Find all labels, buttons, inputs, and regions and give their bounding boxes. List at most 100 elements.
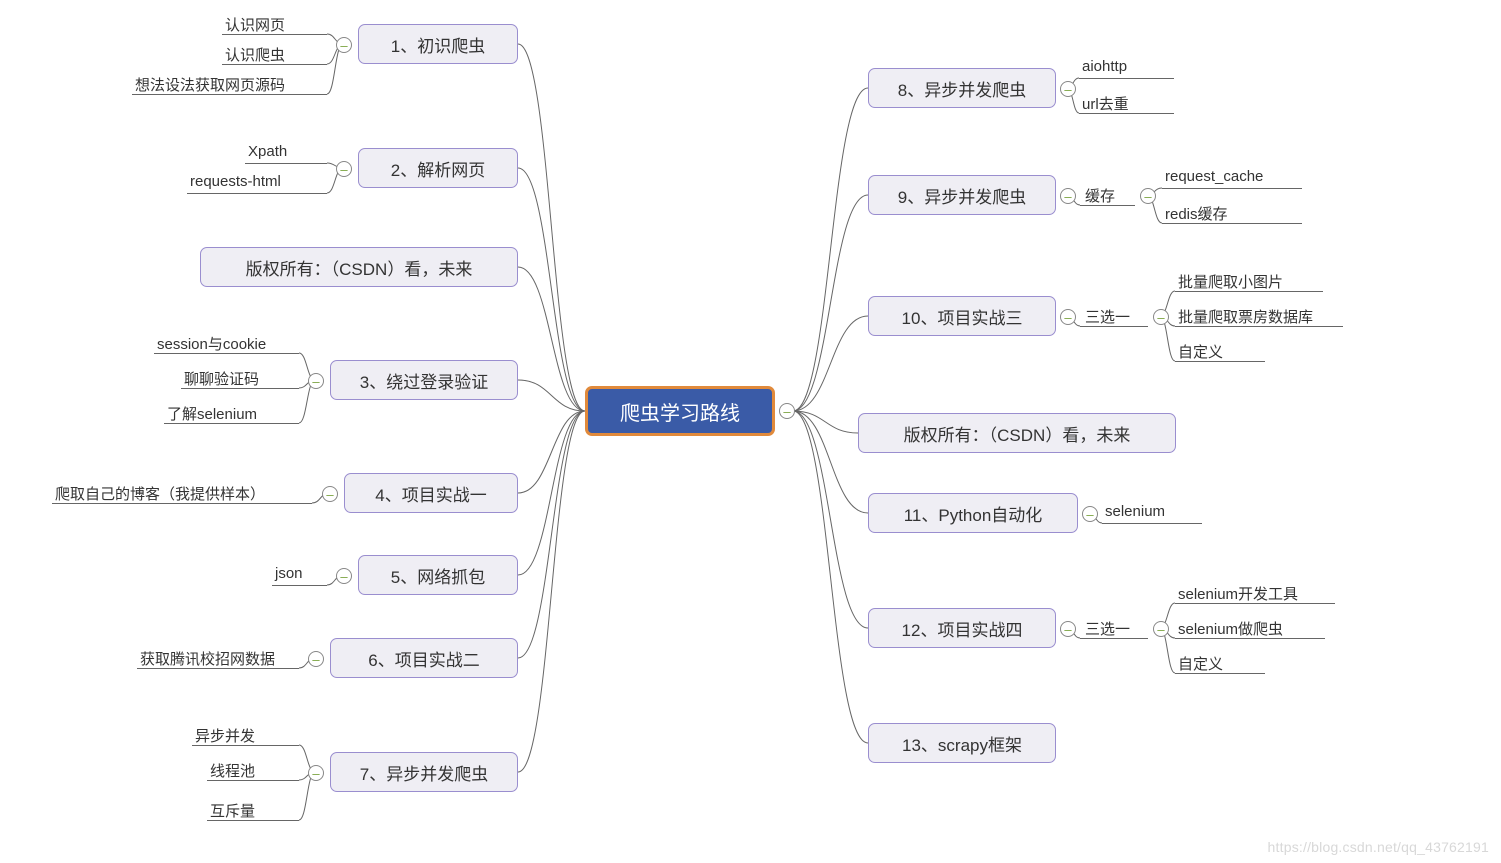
leaf-t9-1[interactable]: redis缓存 (1165, 203, 1228, 224)
leaf-t1-0[interactable]: 认识网页 (225, 14, 285, 35)
toggle-t10[interactable]: – (1060, 309, 1076, 325)
leaf-t3-0[interactable]: session与cookie (157, 333, 266, 354)
leaf-underline (1175, 638, 1325, 639)
node-t11[interactable]: 11、Python自动化 (868, 493, 1078, 533)
leaf-t1-2[interactable]: 想法设法获取网页源码 (135, 74, 285, 95)
mindmap-canvas: 爬虫学习路线 – 1、初识爬虫 – 认识网页认识爬虫想法设法获取网页源码 2、解析网页 – X… (0, 0, 1501, 863)
leaf-underline (207, 780, 299, 781)
leaf-t12-1[interactable]: selenium做爬虫 (1178, 618, 1283, 639)
node-t4[interactable]: 4、项目实战一 (344, 473, 518, 513)
toggle-t2[interactable]: – (336, 161, 352, 177)
node-label: 5、网络抓包 (391, 563, 485, 588)
node-root[interactable]: 爬虫学习路线 (585, 386, 775, 436)
leaf-t4-0[interactable]: 爬取自己的博客（我提供样本） (55, 483, 265, 504)
leaf-underline (222, 64, 327, 65)
toggle-t11[interactable]: – (1082, 506, 1098, 522)
node-label: 版权所有：（CSDN）看，未来 (904, 421, 1131, 446)
leaf-underline (1079, 113, 1174, 114)
leaf-t7-1[interactable]: 线程池 (210, 760, 255, 781)
watermark-text: https://blog.csdn.net/qq_43762191 (1268, 839, 1489, 855)
node-label: 1、初识爬虫 (391, 32, 485, 57)
leaf-underline (222, 34, 327, 35)
leaf-t3-2[interactable]: 了解selenium (167, 403, 257, 424)
leaf-underline (132, 94, 327, 95)
node-t13[interactable]: 13、scrapy框架 (868, 723, 1056, 763)
node-label: 3、绕过登录验证 (360, 368, 488, 393)
leaf-underline (245, 163, 327, 164)
toggle-t12[interactable]: – (1060, 621, 1076, 637)
leaf-t5-0[interactable]: json (275, 565, 303, 582)
toggle-t12-mid[interactable]: – (1153, 621, 1169, 637)
leaf-underline (1175, 291, 1323, 292)
toggle-t8[interactable]: – (1060, 81, 1076, 97)
leaf-underline (164, 423, 299, 424)
node-t10[interactable]: 10、项目实战三 (868, 296, 1056, 336)
toggle-t9-mid[interactable]: – (1140, 188, 1156, 204)
node-label: 9、异步并发爬虫 (898, 183, 1026, 208)
leaf-underline (1102, 523, 1202, 524)
leaf-underline (154, 353, 299, 354)
toggle-t3[interactable]: – (308, 373, 324, 389)
leaf-underline (207, 820, 299, 821)
leaf-underline (1175, 673, 1265, 674)
node-label: 12、项目实战四 (902, 616, 1023, 641)
leaf-t12-0[interactable]: selenium开发工具 (1178, 583, 1298, 604)
leaf-underline (1175, 603, 1335, 604)
toggle-t6[interactable]: – (308, 651, 324, 667)
node-c2[interactable]: 版权所有：（CSDN）看，未来 (858, 413, 1176, 453)
node-t6[interactable]: 6、项目实战二 (330, 638, 518, 678)
node-t2[interactable]: 2、解析网页 (358, 148, 518, 188)
leaf-t2-1[interactable]: requests-html (190, 173, 281, 190)
leaf-underline (181, 388, 299, 389)
toggle-t7[interactable]: – (308, 765, 324, 781)
toggle-t4[interactable]: – (322, 486, 338, 502)
leaf-underline (1162, 188, 1302, 189)
node-t1[interactable]: 1、初识爬虫 (358, 24, 518, 64)
leaf-t6-0[interactable]: 获取腾讯校招网数据 (140, 648, 275, 669)
toggle-t10-mid[interactable]: – (1153, 309, 1169, 325)
node-c1[interactable]: 版权所有：（CSDN）看，未来 (200, 247, 518, 287)
node-t3[interactable]: 3、绕过登录验证 (330, 360, 518, 400)
leaf-underline (187, 193, 327, 194)
leaf-t11-0[interactable]: selenium (1105, 503, 1165, 520)
leaf-t10-2[interactable]: 自定义 (1178, 341, 1223, 362)
mid-underline (1080, 638, 1148, 639)
leaf-t10-1[interactable]: 批量爬取票房数据库 (1178, 306, 1313, 327)
mid-t12[interactable]: 三选一 (1085, 618, 1130, 639)
leaf-t8-0[interactable]: aiohttp (1082, 58, 1127, 75)
node-label: 10、项目实战三 (902, 304, 1023, 329)
leaf-underline (1175, 326, 1343, 327)
leaf-t3-1[interactable]: 聊聊验证码 (184, 368, 259, 389)
leaf-t9-0[interactable]: request_cache (1165, 168, 1263, 185)
toggle-t5[interactable]: – (336, 568, 352, 584)
leaf-t10-0[interactable]: 批量爬取小图片 (1178, 271, 1283, 292)
mid-t9[interactable]: 缓存 (1085, 185, 1115, 206)
leaf-underline (1162, 223, 1302, 224)
toggle-root[interactable]: – (779, 403, 795, 419)
node-label: 7、异步并发爬虫 (360, 760, 488, 785)
node-t12[interactable]: 12、项目实战四 (868, 608, 1056, 648)
leaf-t7-0[interactable]: 异步并发 (195, 725, 255, 746)
node-label: 2、解析网页 (391, 156, 485, 181)
mid-underline (1080, 205, 1135, 206)
mid-underline (1080, 326, 1148, 327)
leaf-t7-2[interactable]: 互斥量 (210, 800, 255, 821)
node-t8[interactable]: 8、异步并发爬虫 (868, 68, 1056, 108)
node-label: 8、异步并发爬虫 (898, 76, 1026, 101)
leaf-t8-1[interactable]: url去重 (1082, 93, 1129, 114)
leaf-t12-2[interactable]: 自定义 (1178, 653, 1223, 674)
leaf-underline (272, 585, 327, 586)
leaf-t1-1[interactable]: 认识爬虫 (225, 44, 285, 65)
node-label: 版权所有：（CSDN）看，未来 (246, 255, 473, 280)
node-t9[interactable]: 9、异步并发爬虫 (868, 175, 1056, 215)
toggle-t9[interactable]: – (1060, 188, 1076, 204)
leaf-underline (137, 668, 299, 669)
node-label: 4、项目实战一 (375, 481, 486, 506)
node-label: 爬虫学习路线 (620, 397, 740, 426)
leaf-t2-0[interactable]: Xpath (248, 143, 287, 160)
leaf-underline (1079, 78, 1174, 79)
toggle-t1[interactable]: – (336, 37, 352, 53)
mid-t10[interactable]: 三选一 (1085, 306, 1130, 327)
node-t7[interactable]: 7、异步并发爬虫 (330, 752, 518, 792)
node-t5[interactable]: 5、网络抓包 (358, 555, 518, 595)
